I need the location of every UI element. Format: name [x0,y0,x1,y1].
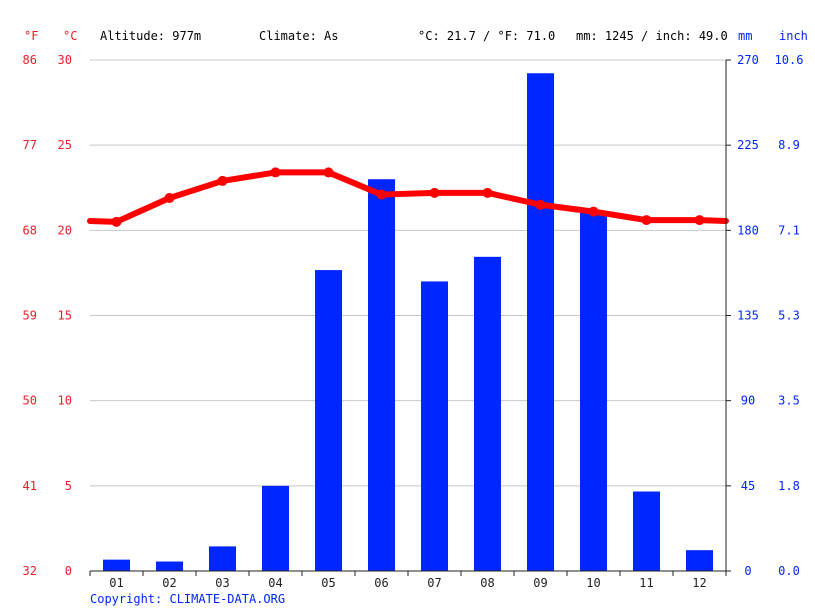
temperature-point [323,167,334,178]
climate-label: Climate: As [259,29,338,43]
x-tick-label: 12 [692,576,706,590]
fahrenheit-tick-label: 68 [23,223,37,237]
fahrenheit-tick-label: 32 [23,564,37,578]
precipitation-bar [209,546,236,571]
x-tick-label: 02 [162,576,176,590]
inch-tick-label: 0.0 [778,564,800,578]
celsius-tick-label: 10 [58,394,72,408]
temperature-point [217,175,228,186]
precipitation-bar [686,550,713,571]
x-tick-label: 06 [374,576,388,590]
celsius-tick-label: 0 [65,564,72,578]
inch-tick-label: 1.8 [778,479,800,493]
x-tick-label: 10 [586,576,600,590]
fahrenheit-tick-label: 59 [23,309,37,323]
precipitation-bar [262,485,289,571]
temperature-point [694,215,705,226]
inch-unit-label: inch [779,29,808,43]
fahrenheit-tick-label: 86 [23,53,37,67]
temperature-point [429,187,440,198]
temperature-point [588,206,599,217]
precipitation-bars [103,73,713,572]
inch-tick-label: 3.5 [778,394,800,408]
mm-tick-label: 0 [744,564,751,578]
precipitation-bar [368,179,395,571]
x-tick-label: 07 [427,576,441,590]
temperature-point [376,189,387,200]
celsius-unit-label: °C [63,29,77,43]
fahrenheit-tick-label: 50 [23,394,37,408]
fahrenheit-unit-label: °F [24,29,38,43]
x-tick-label: 01 [109,576,123,590]
temperature-point [111,216,122,227]
inch-tick-label: 10.6 [775,53,804,67]
precipitation-bar [527,73,554,572]
axis-tick-labels: 01 02 03 04 05 06 07 08 09 10 11 12 0 32 5 41 10 50 15 59 20… [23,53,804,590]
temperature-line [87,167,729,227]
x-tick-label: 08 [480,576,494,590]
x-tick-label: 11 [639,576,653,590]
mm-tick-label: 90 [741,394,755,408]
copyright-text: Copyright: CLIMATE-DATA.ORG [90,592,286,606]
fahrenheit-tick-label: 41 [23,479,37,493]
mm-tick-label: 180 [737,223,759,237]
x-tick-label: 03 [215,576,229,590]
x-tick-label: 04 [268,576,282,590]
celsius-tick-label: 5 [65,479,72,493]
temperature-point [641,215,652,226]
temperature-point [535,199,546,210]
celsius-tick-label: 15 [58,309,72,323]
inch-tick-label: 5.3 [778,309,800,323]
mm-tick-label: 225 [737,138,759,152]
axes [89,59,731,576]
temperature-line-path [87,169,729,225]
precipitation-bar [156,561,183,571]
mm-unit-label: mm [738,29,752,43]
temperature-point [270,167,281,178]
precipitation-bar [315,270,342,571]
fahrenheit-tick-label: 77 [23,138,37,152]
x-tick-label: 05 [321,576,335,590]
precipitation-bar [633,491,660,571]
mm-tick-label: 45 [741,479,755,493]
celsius-tick-label: 30 [58,53,72,67]
x-tick-label: 09 [533,576,547,590]
altitude-label: Altitude: 977m [100,29,201,43]
mm-tick-label: 270 [737,53,759,67]
inch-tick-label: 7.1 [778,223,800,237]
precipitation-total-label: mm: 1245 / inch: 49.0 [576,29,728,43]
mm-tick-label: 135 [737,309,759,323]
gridlines [90,59,726,487]
celsius-tick-label: 20 [58,223,72,237]
average-temperature-label: °C: 21.7 / °F: 71.0 [418,29,555,43]
celsius-tick-label: 25 [58,138,72,152]
temperature-point [482,187,493,198]
precipitation-bar [474,256,501,571]
precipitation-bar [103,559,130,571]
precipitation-bar [421,281,448,571]
inch-tick-label: 8.9 [778,138,800,152]
precipitation-bar [580,211,607,571]
temperature-point [164,192,175,203]
